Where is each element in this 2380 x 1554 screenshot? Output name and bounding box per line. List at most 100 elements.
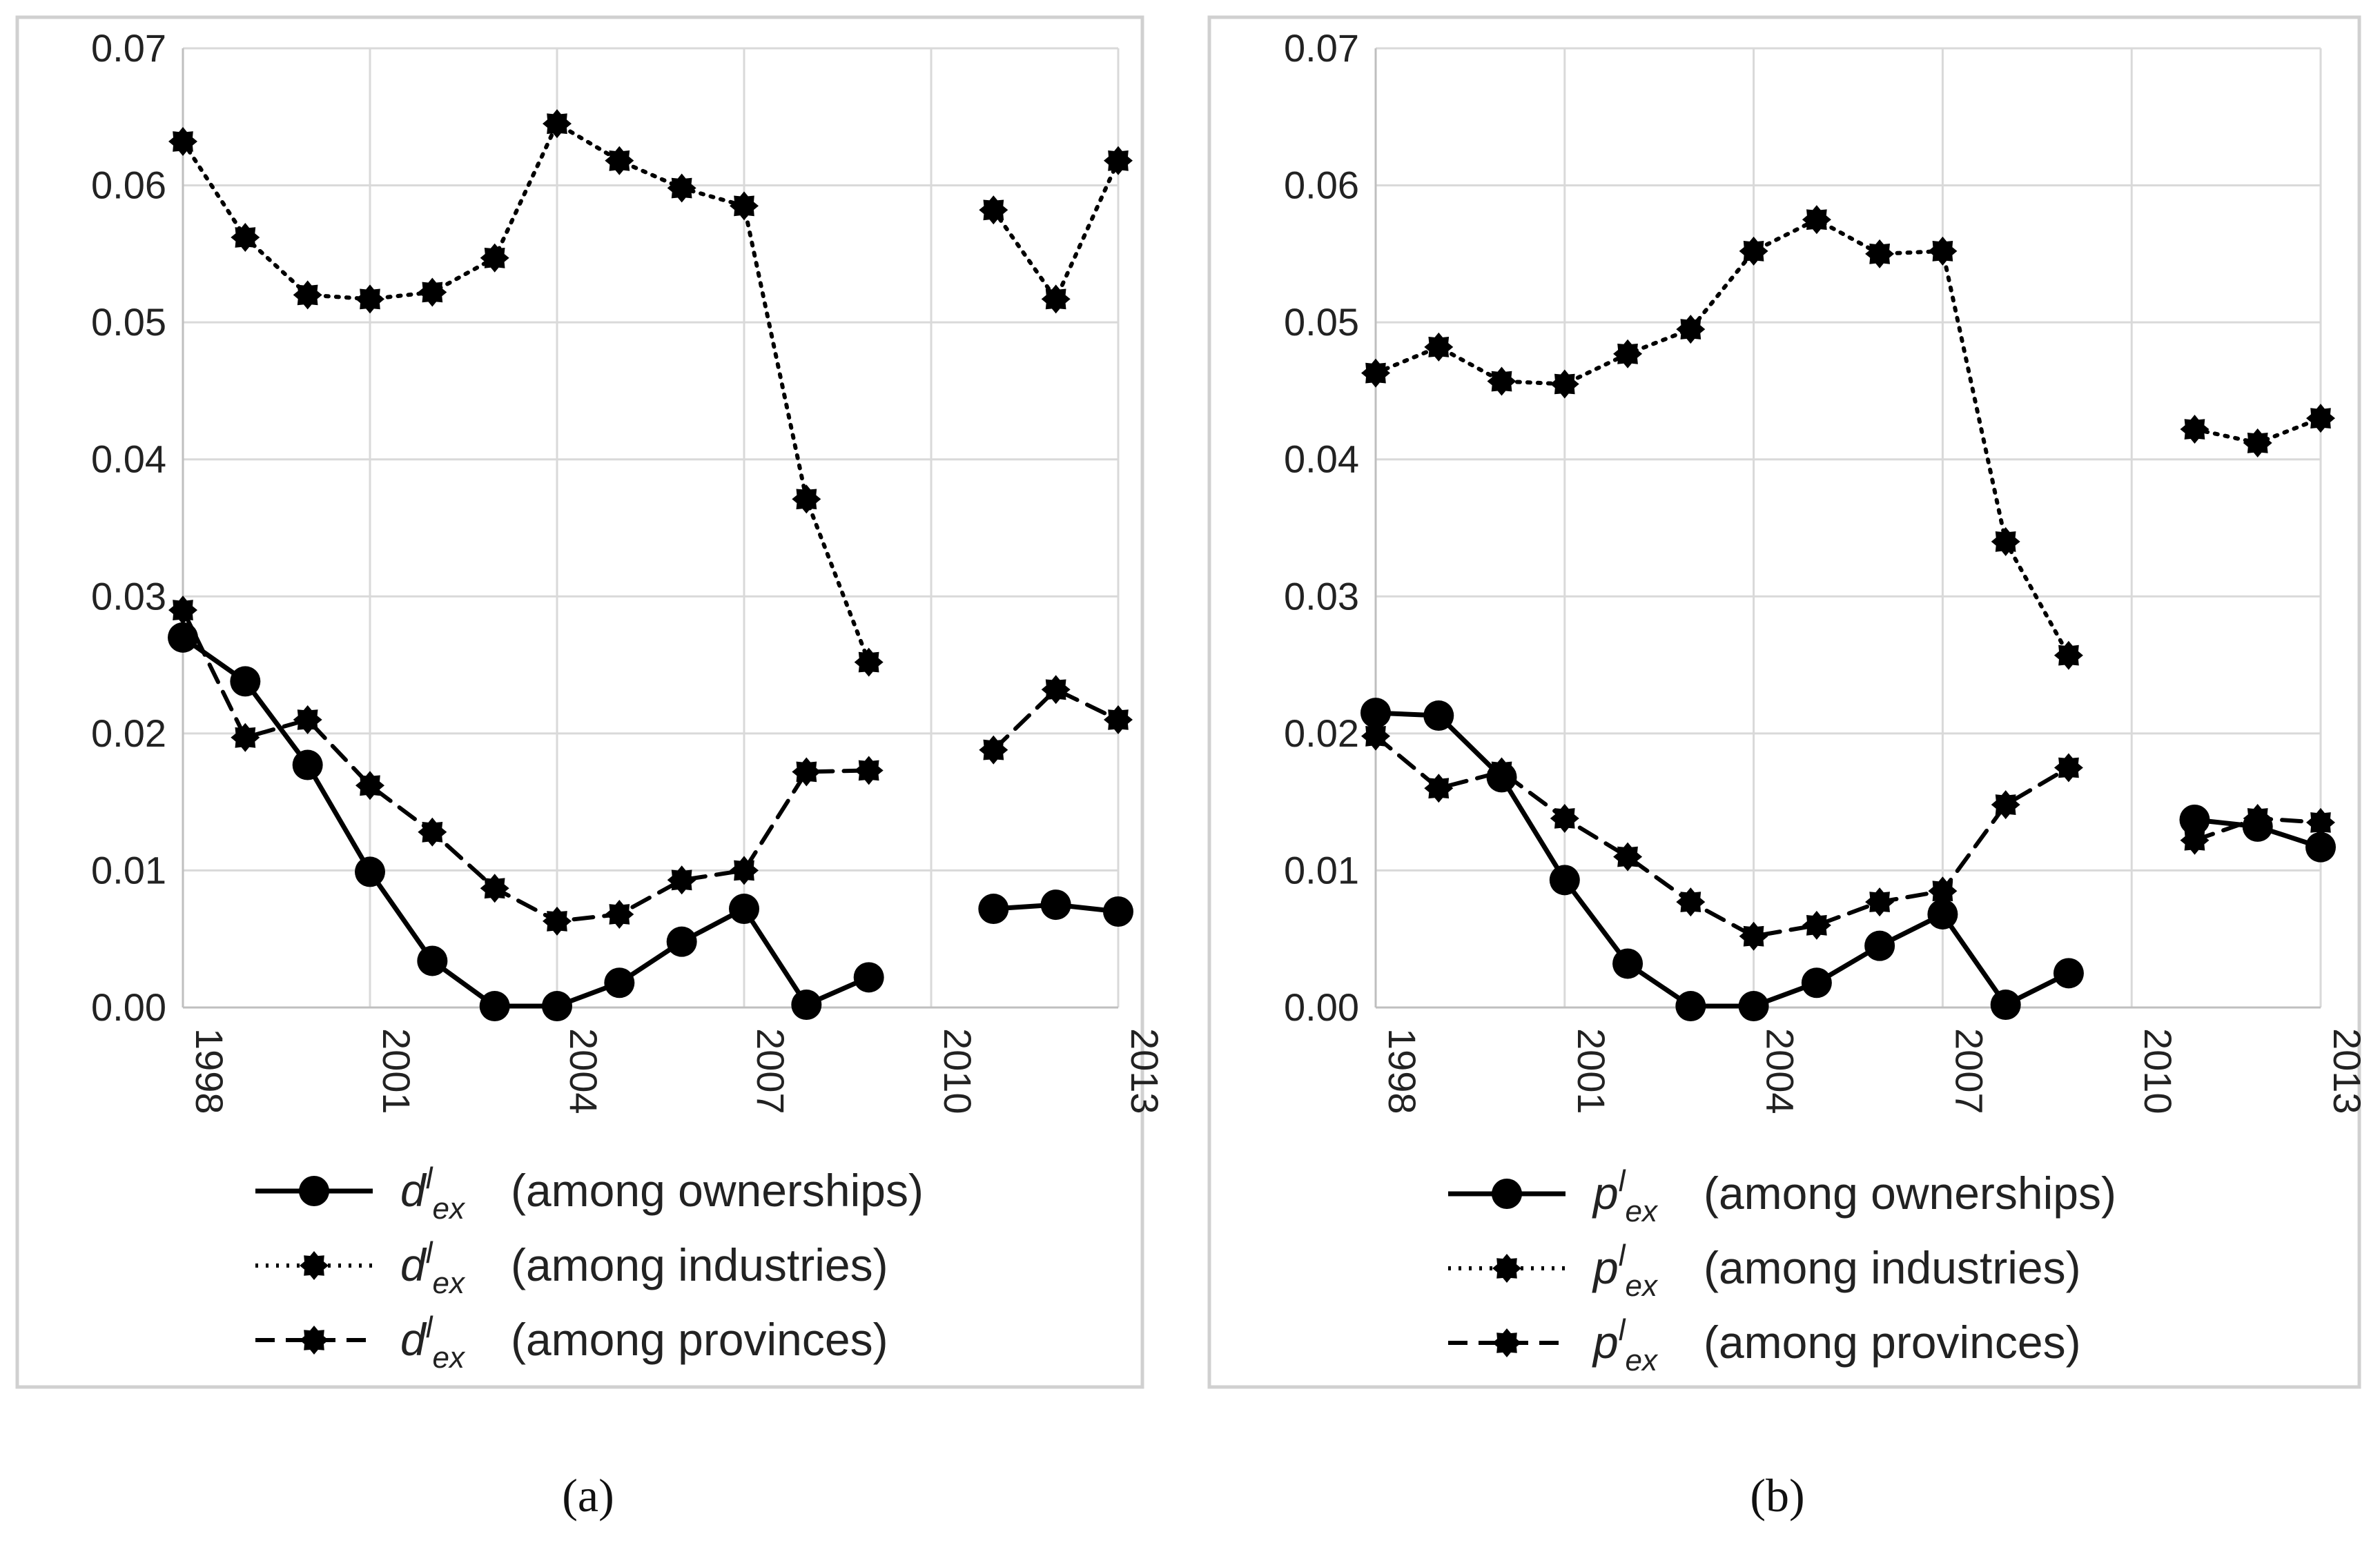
y-tick-label: 0.06 [1284,164,1359,207]
y-tick-label: 0.03 [91,574,166,618]
series-line [181,121,871,665]
series-dashed [168,596,1133,936]
data-point [2180,415,2210,444]
data-point [667,173,696,203]
data-point [1040,889,1071,921]
data-point [1928,236,1958,266]
panel-frame [1207,15,2361,1389]
data-point [480,243,509,273]
data-point [730,856,759,885]
data-point [479,991,510,1022]
data-point [729,894,759,925]
legend-symbol: plex [1592,1164,1659,1228]
data-point [1549,865,1580,896]
series-dotted [1361,205,2335,670]
series-line [991,158,1120,302]
data-point [1613,339,1643,368]
data-point [543,906,572,936]
x-tick-label: 2004 [562,1028,605,1114]
legend-entry: dlex (among ownerships) [255,1161,924,1226]
legend-marker [300,1251,329,1280]
data-point [1738,991,1769,1022]
legend-marker [299,1176,329,1206]
x-tick-label: 2010 [936,1028,979,1114]
data-point [1424,332,1454,362]
y-tick-label: 0.02 [1284,711,1359,755]
data-point [1991,527,2020,556]
legend-entry: plex (among provinces) [1448,1313,2081,1377]
data-point [2243,428,2272,458]
legend-label: (among provinces) [511,1314,888,1365]
x-tick-label: 2007 [1947,1028,1991,1114]
data-point [231,223,260,252]
data-point [543,109,572,139]
panel-a: 0.00 0.01 0.02 0.03 0.04 0.05 0.06 0.07 1998 2001… [15,15,1167,1522]
data-point [1103,896,1133,927]
data-point [1487,366,1516,396]
data-point [480,874,509,903]
data-point [417,945,448,976]
legend-entry: plex (among industries) [1448,1239,2081,1303]
data-point [1675,991,1706,1022]
data-point [791,990,822,1021]
data-point [2306,807,2335,837]
x-tick-label: 2013 [2325,1028,2369,1114]
data-point [604,967,635,999]
y-tick-label: 0.00 [1284,985,1359,1029]
data-point [1361,358,1390,388]
series-dotted [168,109,1133,677]
legend-marker [300,1326,329,1355]
data-point [978,894,1009,925]
y-tick-label: 0.01 [1284,848,1359,892]
series-dashed [1361,721,2335,951]
legend-symbol: dlex [400,1310,466,1375]
data-point [1041,284,1071,314]
series-line [1374,734,2071,938]
data-point [418,277,447,307]
x-tick-label: 2001 [375,1028,418,1114]
data-point [1676,887,1706,917]
data-point [667,865,696,895]
data-point [1865,239,1895,268]
y-tick-label: 0.06 [91,164,166,207]
data-point [792,484,821,514]
data-point [853,962,884,993]
legend-entry: dlex (among provinces) [255,1310,888,1375]
data-point [1739,921,1768,951]
data-point [2180,825,2210,855]
data-point [168,127,197,156]
legend-entry: dlex (among industries) [255,1236,888,1300]
legend-marker [1492,1254,1521,1283]
data-point [605,900,634,929]
x-tick-label: 2001 [1570,1028,1613,1114]
data-point [1864,930,1895,961]
data-point [1739,236,1768,266]
data-point [1613,842,1643,872]
series-line [181,608,871,923]
data-point [2054,640,2083,670]
data-point [1928,876,1958,906]
data-point [230,666,261,697]
data-point [355,771,384,800]
data-point [168,596,197,625]
data-point [168,622,198,653]
legend-label: (among industries) [1704,1242,2081,1293]
legend-label: (among industries) [511,1239,888,1290]
legend-label: (among ownerships) [1704,1168,2116,1219]
x-tick-label: 2010 [2136,1028,2180,1114]
data-point [2053,958,2084,989]
data-point [605,146,634,175]
legend-entry: plex (among ownerships) [1448,1164,2116,1228]
y-tick-label: 0.02 [91,711,166,755]
data-point [979,735,1008,765]
y-tick-label: 0.07 [1284,26,1359,70]
y-tick-label: 0.05 [1284,300,1359,344]
data-point [666,926,697,957]
panel-caption: (b) [1750,1469,1804,1522]
y-tick-label: 0.04 [91,437,166,481]
legend-marker [1492,1328,1521,1357]
data-point [1802,205,1831,235]
y-tick-label: 0.04 [1284,437,1359,481]
data-point [1550,804,1579,833]
data-point [1865,887,1895,917]
